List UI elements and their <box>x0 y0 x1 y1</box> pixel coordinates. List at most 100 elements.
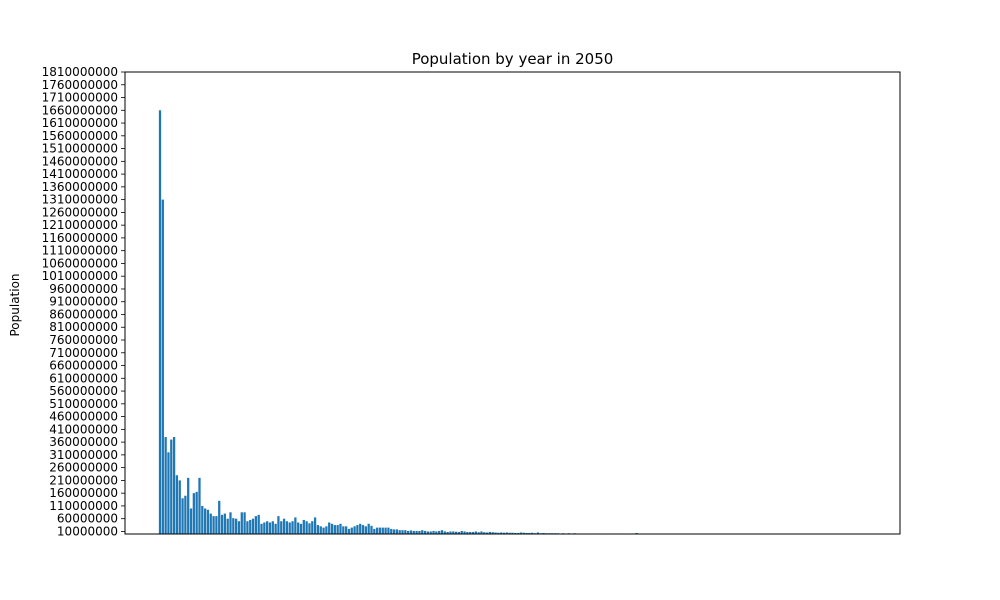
bar <box>215 516 218 534</box>
bar <box>392 529 396 534</box>
bar <box>158 110 162 534</box>
bar <box>189 508 193 534</box>
bar <box>285 521 289 534</box>
y-tick-label: 960000000 <box>49 282 118 296</box>
bar <box>297 522 300 534</box>
bar <box>257 514 260 534</box>
bar <box>226 518 229 534</box>
bar <box>277 516 280 534</box>
bar <box>440 530 444 534</box>
bar <box>531 532 534 534</box>
bar <box>344 526 348 534</box>
bar <box>483 532 486 534</box>
bar <box>519 532 523 534</box>
bar <box>432 530 435 534</box>
bar <box>164 437 167 534</box>
plot-frame <box>124 71 901 535</box>
bar <box>192 493 195 534</box>
bar <box>423 530 427 534</box>
bar <box>494 532 497 534</box>
bar <box>263 522 266 534</box>
y-tick-label: 1510000000 <box>42 142 118 156</box>
bar <box>415 530 418 534</box>
bar <box>172 437 176 534</box>
y-tick-label: 1010000000 <box>42 269 118 283</box>
bar <box>404 530 407 534</box>
bar <box>485 532 489 534</box>
bar <box>322 527 325 534</box>
bar <box>342 526 345 534</box>
bar <box>223 513 226 534</box>
bar <box>339 523 342 534</box>
bar <box>268 522 272 534</box>
bar <box>466 531 469 534</box>
bar <box>443 531 446 534</box>
bar <box>218 500 221 534</box>
bar <box>325 526 328 534</box>
y-tick-label: 1810000000 <box>42 65 118 79</box>
bar <box>201 505 204 534</box>
bar <box>454 531 458 534</box>
y-axis-label: Population <box>8 273 22 336</box>
bar <box>429 531 432 534</box>
y-tick-label: 60000000 <box>57 512 118 526</box>
y-tick-label: 1260000000 <box>42 205 118 219</box>
bar <box>460 530 463 534</box>
bar <box>240 512 243 534</box>
bar <box>330 523 334 534</box>
bar <box>502 532 506 534</box>
bar <box>308 523 311 534</box>
bar <box>376 527 379 534</box>
y-tick-label: 1660000000 <box>42 103 118 117</box>
y-tick-label: 610000000 <box>49 371 118 385</box>
bar <box>511 532 514 534</box>
y-tick-label: 1460000000 <box>42 154 118 168</box>
bar <box>353 526 356 534</box>
y-tick-label: 410000000 <box>49 422 118 436</box>
bar <box>206 509 210 534</box>
y-tick-label: 260000000 <box>49 461 118 475</box>
bar <box>517 532 520 534</box>
y-tick-label: 1360000000 <box>42 180 118 194</box>
bar <box>435 531 438 534</box>
bar <box>373 528 376 534</box>
bar <box>491 532 494 534</box>
bar <box>508 532 511 534</box>
y-tick-label: 10000000 <box>57 524 118 538</box>
bar <box>274 523 277 534</box>
y-tick-label: 110000000 <box>49 499 118 513</box>
bar <box>232 518 235 534</box>
bar <box>302 519 305 534</box>
bar <box>291 521 294 534</box>
bar <box>426 531 430 534</box>
bar <box>480 531 483 534</box>
y-tick-label: 1210000000 <box>42 218 118 232</box>
bar <box>387 527 390 534</box>
y-tick-label: 1410000000 <box>42 167 118 181</box>
y-tick-label: 1760000000 <box>42 78 118 92</box>
bar <box>311 521 314 534</box>
bar <box>412 530 415 534</box>
bar <box>313 517 317 534</box>
bar <box>316 525 320 534</box>
y-tick-label: 1560000000 <box>42 129 118 143</box>
bar <box>471 531 475 534</box>
bar <box>299 523 303 534</box>
bar <box>187 477 190 534</box>
bar <box>319 526 322 534</box>
y-tick-label: 1310000000 <box>42 193 118 207</box>
y-tick-label: 1710000000 <box>42 91 118 105</box>
y-tick-label: 810000000 <box>49 320 118 334</box>
y-tick-label: 760000000 <box>49 333 118 347</box>
bar <box>446 531 449 534</box>
bar <box>356 525 359 534</box>
bar <box>390 528 393 534</box>
bar <box>195 491 198 534</box>
bar <box>254 516 258 534</box>
bar <box>438 530 441 534</box>
bar <box>500 532 503 534</box>
bar <box>364 526 367 534</box>
bar <box>378 527 382 534</box>
